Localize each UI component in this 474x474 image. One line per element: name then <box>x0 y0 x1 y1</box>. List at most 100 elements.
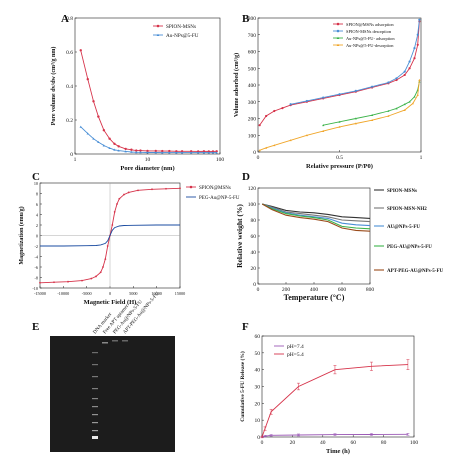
x-tick-label: 100 <box>410 440 419 446</box>
x-tick-label: 10 <box>145 157 151 163</box>
panel-D-series <box>261 203 371 232</box>
data-point <box>196 151 200 154</box>
data-point <box>258 149 261 152</box>
y-tick-label: 0.8 <box>66 16 73 22</box>
x-tick-label: 0.5 <box>336 155 343 161</box>
panel-A-series <box>79 49 218 154</box>
data-point <box>202 150 206 153</box>
data-point <box>161 149 164 153</box>
data-point <box>338 125 341 128</box>
x-tick-label: 60 <box>350 440 356 446</box>
data-point <box>92 100 95 103</box>
y-tick-label: 0.6 <box>66 50 73 56</box>
y-tick-label: 100 <box>248 202 257 208</box>
series-line-1 <box>40 224 180 247</box>
panel-letter: E <box>32 321 39 333</box>
data-point <box>90 277 93 280</box>
data-point <box>189 151 193 154</box>
panel-F-series <box>260 359 410 439</box>
panel-A-legend: SPION-MSNs Au-NPs@5-FU <box>153 24 199 39</box>
series-line-4 <box>261 203 371 232</box>
gel-background <box>50 336 175 452</box>
y-tick-label: -8 <box>35 276 39 281</box>
x-tick-label: 15000 <box>175 291 185 296</box>
data-point <box>403 73 406 77</box>
data-point <box>165 187 167 190</box>
data-point <box>408 60 411 63</box>
data-point <box>86 132 89 135</box>
y-tick-label: 6 <box>36 202 38 207</box>
data-point <box>117 149 120 152</box>
legend-entry: SPION-MSNs <box>387 189 417 194</box>
data-point <box>273 144 276 147</box>
y-tick-label: 100 <box>248 133 257 139</box>
y-tick-label: 800 <box>248 16 257 22</box>
legend-entry: AU@NPs-5-FU <box>387 225 420 230</box>
gel-band <box>122 340 128 342</box>
plot-frame <box>261 335 415 438</box>
y-axis-label: Pore volume dv/dw (cm³/g nm) <box>50 47 57 126</box>
y-tick-label: 0.2 <box>66 118 73 124</box>
y-tick-label: 10 <box>255 418 261 424</box>
x-tick-label: 0 <box>261 440 264 446</box>
x-axis-label: Magnetic Field (H) <box>84 299 137 306</box>
y-tick-label: 0 <box>257 435 260 441</box>
legend-entry: SPION-MSNs desorption <box>346 29 392 34</box>
x-tick-label: 0 <box>257 155 260 161</box>
data-point <box>354 122 357 125</box>
x-tick-label: 1 <box>74 157 77 163</box>
panel-C-legend: SPION@MSNs PEG-Au@NP-5-FU <box>186 185 240 201</box>
data-point <box>116 203 118 205</box>
x-tick-label: 800 <box>366 287 375 293</box>
data-point <box>336 43 340 47</box>
data-point <box>113 210 116 213</box>
series-line-3 <box>261 203 371 230</box>
y-tick-label: -10 <box>32 286 38 291</box>
x-tick-label: 600 <box>338 287 347 293</box>
data-point <box>108 137 111 140</box>
y-tick-label: 0.4 <box>66 84 73 90</box>
data-point <box>408 67 411 70</box>
y-tick-label: 8 <box>36 192 38 197</box>
y-tick-label: -4 <box>35 255 39 260</box>
gel-band <box>112 340 118 342</box>
data-point <box>395 77 398 80</box>
gel-band <box>92 398 98 400</box>
y-tick-label: 40 <box>251 250 257 256</box>
data-point <box>104 258 107 261</box>
data-point <box>79 49 82 52</box>
data-point <box>86 78 89 81</box>
legend-entry: SPION@MSNs adsorption <box>346 22 394 27</box>
y-tick-label: 2 <box>36 223 38 228</box>
data-point <box>139 149 142 152</box>
gel-band <box>102 342 108 344</box>
y-tick-label: 0 <box>70 152 73 158</box>
data-point <box>139 151 142 154</box>
gel-band <box>92 406 98 408</box>
series-line-1 <box>261 364 408 438</box>
data-point <box>215 150 218 153</box>
data-point <box>395 107 398 110</box>
data-point <box>408 100 411 103</box>
panel-letter: A <box>61 13 69 25</box>
x-tick-label: 5000 <box>129 291 137 296</box>
legend-entry: pH=5.4 <box>287 352 304 358</box>
legend-entry: PEG-Au@NP-5-FU <box>199 196 240 201</box>
data-point <box>124 147 127 151</box>
data-point <box>395 78 398 82</box>
gel-band <box>92 430 98 432</box>
data-point <box>95 275 97 278</box>
gel-band <box>92 364 98 366</box>
data-point <box>336 29 340 33</box>
data-point <box>211 151 215 154</box>
data-point <box>154 149 157 153</box>
data-point <box>418 78 421 81</box>
data-point <box>207 151 210 154</box>
x-axis-label: Temperature (°C) <box>284 293 345 302</box>
data-point <box>180 151 184 154</box>
y-axis-label: Magnetization (emu/g) <box>18 206 25 264</box>
data-point <box>102 144 106 147</box>
data-point <box>338 93 341 96</box>
x-axis-label: Pore diameter (nm) <box>120 165 174 172</box>
y-axis-label: Volume adsorbed (cm³/g) <box>233 53 240 117</box>
